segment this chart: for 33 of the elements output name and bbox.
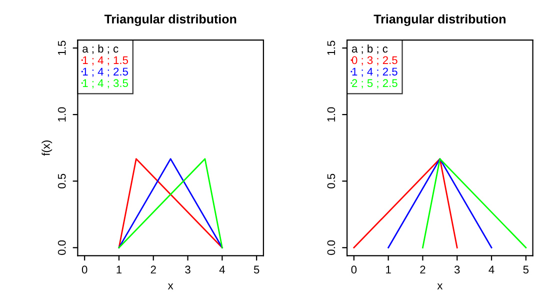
legend-label: 1 ; 4 ; 3.5	[82, 79, 128, 88]
y-axis-title: f(x)	[42, 140, 52, 156]
x-tick-label: 4	[219, 266, 225, 274]
x-tick-label: 5	[254, 266, 260, 274]
y-tick-label: 0.0	[327, 240, 336, 255]
legend-label: 0 ; 3 ; 2.5	[352, 56, 398, 66]
x-tick-label: 1	[116, 266, 122, 274]
y-tick-label: 1.0	[58, 107, 66, 122]
x-axis-title: x	[168, 283, 174, 290]
x-tick-label: 4	[488, 266, 494, 274]
x-axis-title: x	[437, 283, 443, 290]
x-tick-label: 2	[420, 266, 426, 274]
x-tick-label: 3	[185, 266, 190, 274]
x-tick-label: 0	[351, 266, 357, 274]
legend-title: a ; b ; c	[352, 44, 388, 54]
x-tick-label: 2	[150, 266, 156, 274]
legend-label: 1 ; 4 ; 2.5	[82, 68, 128, 77]
y-tick-label: 1.5	[327, 40, 336, 55]
legend-label: 1 ; 4 ; 2.5	[352, 68, 398, 77]
x-tick-label: 3	[454, 266, 460, 274]
x-tick-label: 0	[82, 266, 88, 274]
y-tick-label: 1.0	[327, 107, 336, 122]
y-tick-label: 1.5	[58, 40, 66, 55]
x-tick-label: 1	[386, 266, 391, 274]
legend-label: 1 ; 4 ; 1.5	[82, 56, 128, 66]
chart-title: Triangular distribution	[374, 14, 506, 26]
chart-title: Triangular distribution	[104, 14, 236, 26]
x-tick-label: 5	[523, 266, 529, 274]
legend-label: 2 ; 5 ; 2.5	[352, 79, 398, 88]
legend-title: a ; b ; c	[82, 44, 118, 54]
y-tick-label: 0.5	[327, 174, 336, 188]
y-tick-label: 0.0	[58, 240, 66, 255]
y-tick-label: 0.5	[58, 174, 66, 188]
